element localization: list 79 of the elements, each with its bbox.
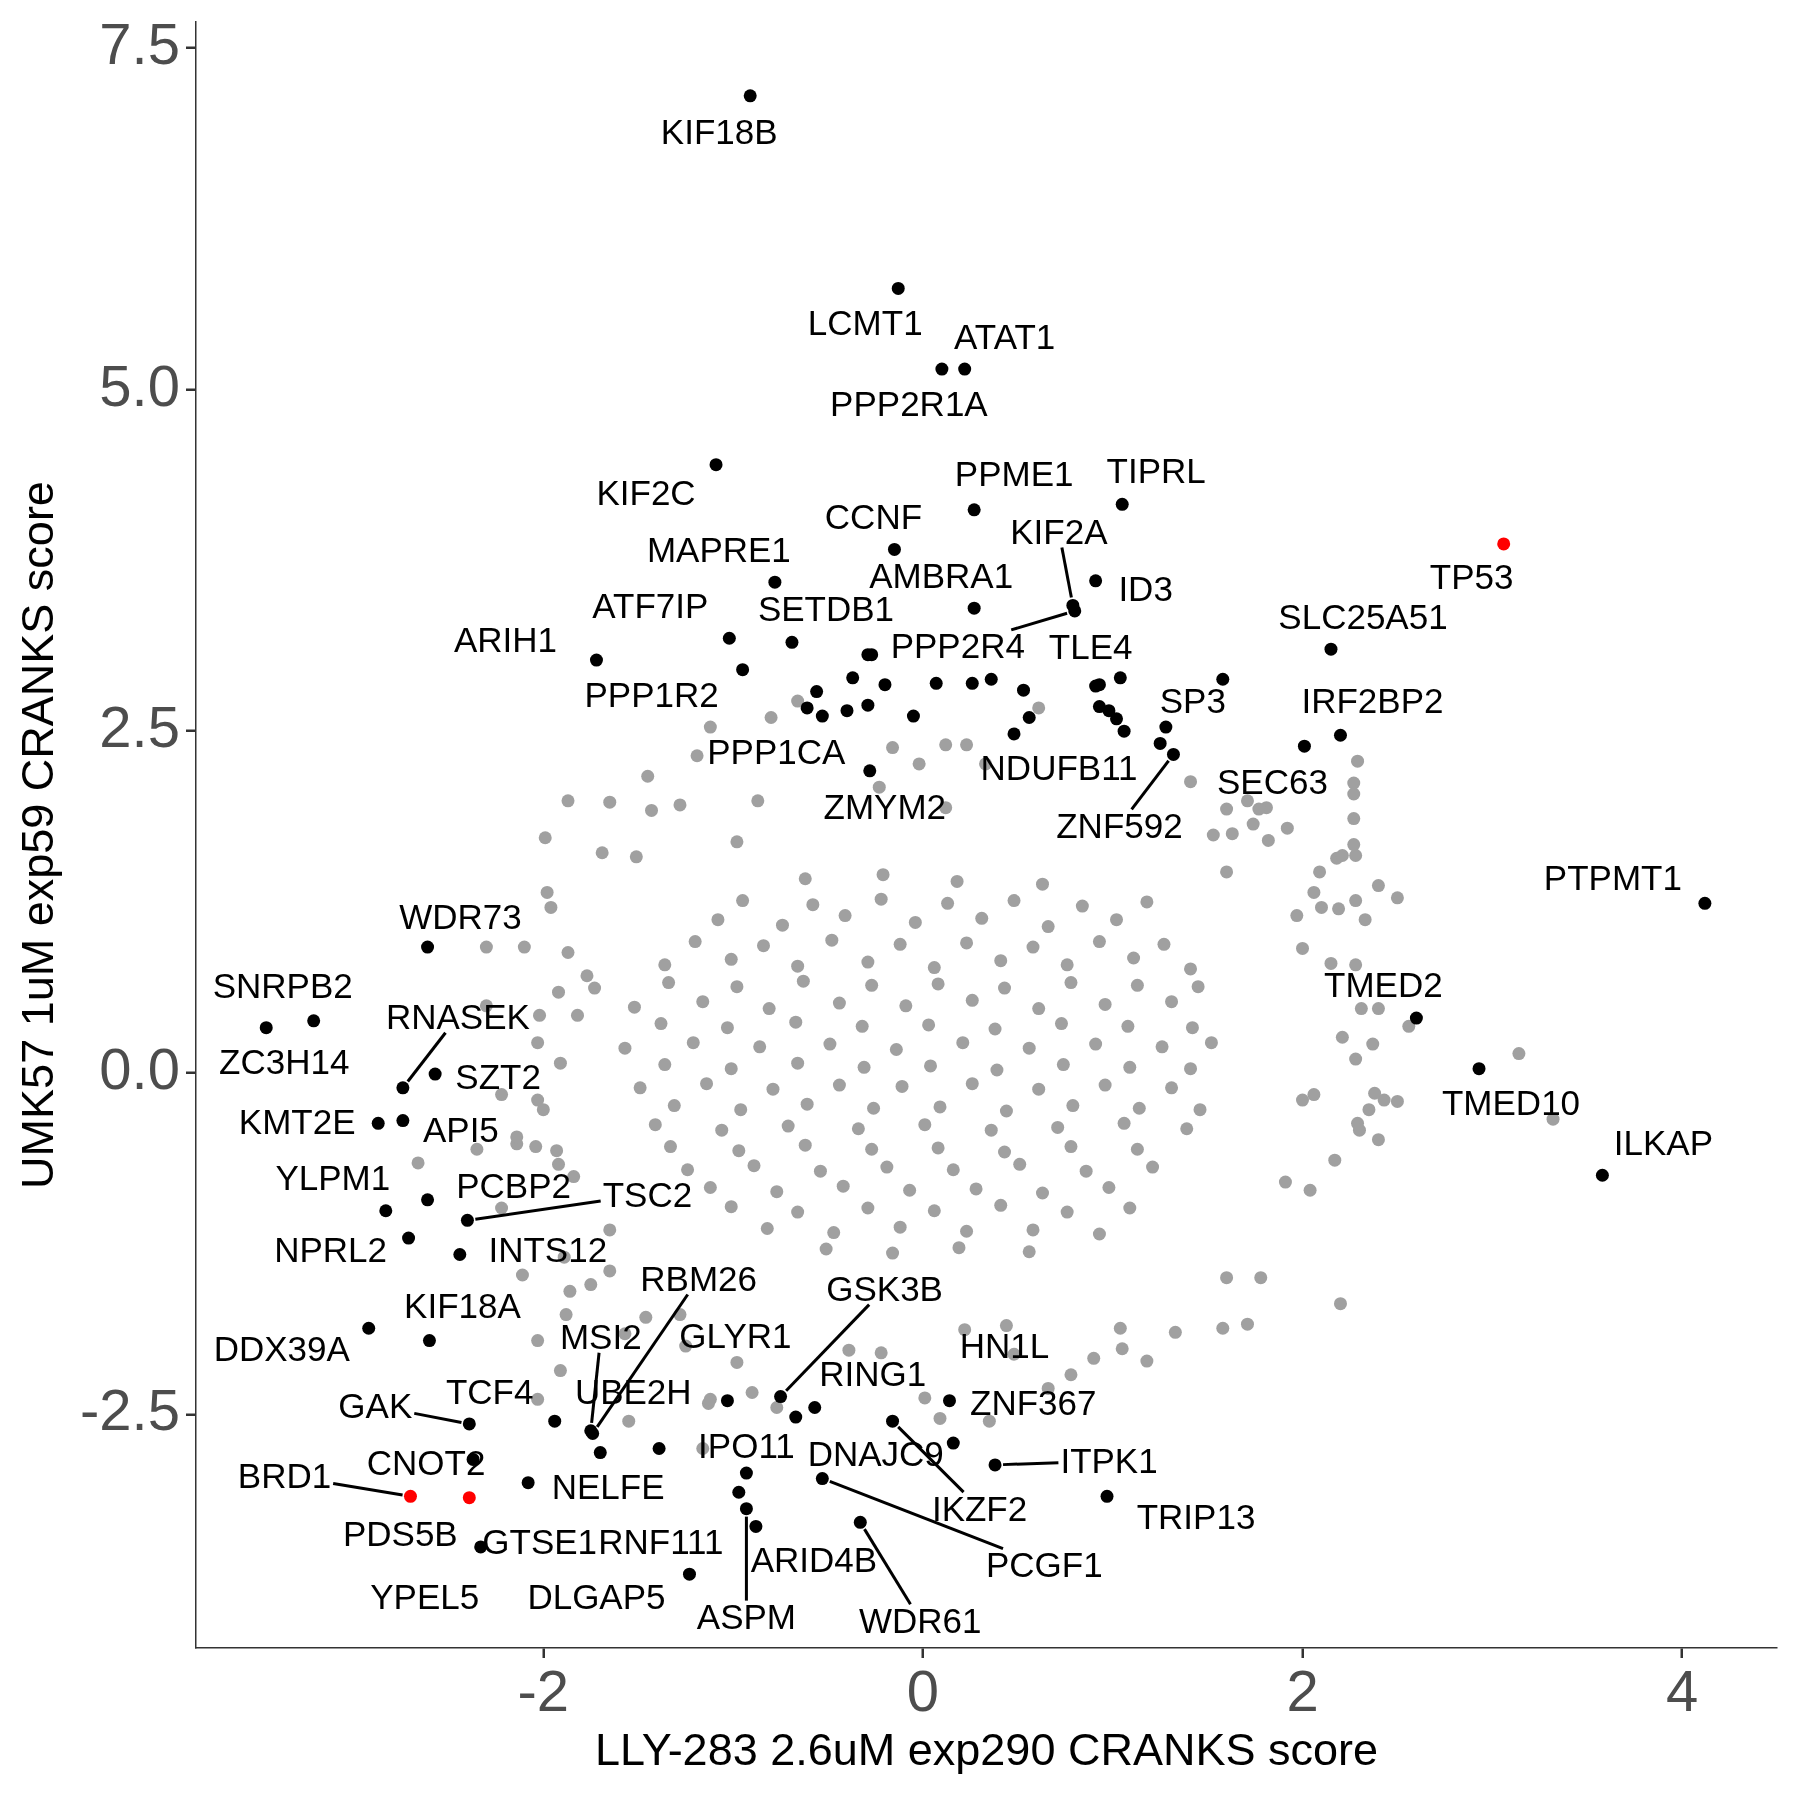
annotation: KIF2A [1010, 511, 1109, 551]
annotation: TLE4 [1048, 626, 1133, 666]
annotation: TRIP13 [1136, 1496, 1256, 1536]
annotation: SNRPB2 [212, 966, 353, 1006]
annotation: HN1L [959, 1326, 1050, 1366]
annotation: SZT2 [455, 1056, 541, 1096]
annotation: ZNF592 [1056, 805, 1183, 845]
annotation: TP53 [1429, 557, 1514, 597]
annotation: DDX39A [213, 1328, 351, 1368]
annotation: RNF111 [598, 1521, 724, 1561]
annotation: PPP1CA [707, 731, 847, 771]
annotation: ILKAP [1613, 1122, 1713, 1162]
annotation: TMED2 [1324, 964, 1443, 1004]
annotation: MAPRE1 [646, 529, 791, 569]
annotation: IPO11 [698, 1425, 795, 1465]
annotation: KIF18A [404, 1286, 522, 1326]
annotation: MSI2 [559, 1317, 642, 1357]
annotation: CCNF [824, 496, 923, 536]
x-axis-title: LLY-283 2.6uM exp290 CRANKS score [595, 1724, 1378, 1776]
annotation: NPRL2 [274, 1229, 387, 1269]
x-tick-label: -2 [517, 1657, 570, 1723]
annotation: WDR61 [859, 1600, 982, 1640]
annotation: PCGF1 [985, 1545, 1103, 1585]
x-tick-label: 0 [906, 1657, 940, 1723]
annotation: SP3 [1159, 680, 1226, 720]
annotation: GTSE1 [482, 1522, 598, 1562]
annotation: RNASEK [385, 997, 530, 1037]
annotation: ARID4B [750, 1539, 878, 1579]
y-tick-label: 7.5 [99, 10, 180, 76]
annotation: NELFE [551, 1467, 665, 1507]
y-axis-title: UMK57 1uM exp59 CRANKS score [12, 481, 64, 1189]
annotation: WDR73 [399, 896, 522, 936]
annotation: GAK [338, 1386, 413, 1426]
annotation: LCMT1 [807, 302, 923, 342]
annotation: ATAT1 [954, 316, 1056, 356]
annotation: YPEL5 [370, 1577, 480, 1617]
annotation: SEC63 [1216, 761, 1328, 801]
annotation: ZC3H14 [219, 1042, 350, 1082]
annotation: IRF2BP2 [1301, 680, 1444, 720]
annotation: API5 [422, 1110, 499, 1150]
annotation: PDS5B [342, 1514, 458, 1554]
annotation: PPP2R1A [830, 383, 989, 423]
y-tick-label: 2.5 [99, 694, 180, 760]
annotation: RBM26 [640, 1258, 758, 1298]
annotation: PPP1R2 [584, 675, 719, 715]
annotation: ID3 [1118, 569, 1173, 609]
annotation: ZMYM2 [823, 787, 947, 827]
annotation: KIF18B [660, 112, 778, 152]
annotation: PPME1 [954, 454, 1074, 494]
annotation: KMT2E [238, 1101, 356, 1141]
annotation: PPP2R4 [890, 626, 1025, 666]
y-tick-label: -2.5 [80, 1377, 180, 1443]
annotation: NDUFB11 [980, 748, 1138, 788]
annotation: PTPMT1 [1543, 857, 1682, 897]
annotation: TMED10 [1441, 1083, 1581, 1123]
annotation: YLPM1 [275, 1158, 391, 1198]
annotation: BRD1 [237, 1455, 332, 1495]
annotation: KIF2C [596, 473, 696, 513]
annotation: SLC25A51 [1278, 596, 1448, 636]
annotation: ASPM [696, 1597, 797, 1637]
annotation: RING1 [819, 1354, 927, 1394]
annotation: INTS12 [488, 1229, 608, 1269]
x-tick-label: 4 [1665, 1657, 1699, 1723]
annotation: ITPK1 [1060, 1441, 1158, 1481]
annotation: ARIH1 [453, 619, 558, 659]
annotation: PCBP2 [456, 1166, 571, 1206]
annotation: TSC2 [602, 1174, 693, 1214]
annotation: GSK3B [826, 1269, 943, 1309]
annotation: TCF4 [445, 1371, 534, 1411]
annotation: GLYR1 [679, 1316, 792, 1356]
annotation: TIPRL [1106, 450, 1206, 490]
x-tick-label: 2 [1286, 1657, 1319, 1723]
annotation: IKZF2 [931, 1488, 1028, 1528]
annotation: CNOT2 [366, 1442, 486, 1482]
annotation: DLGAP5 [527, 1576, 666, 1616]
annotation: ATF7IP [592, 585, 709, 625]
y-tick-label: 0.0 [99, 1035, 180, 1101]
annotation: ZNF367 [970, 1382, 1097, 1422]
y-tick-label: 5.0 [99, 352, 180, 418]
